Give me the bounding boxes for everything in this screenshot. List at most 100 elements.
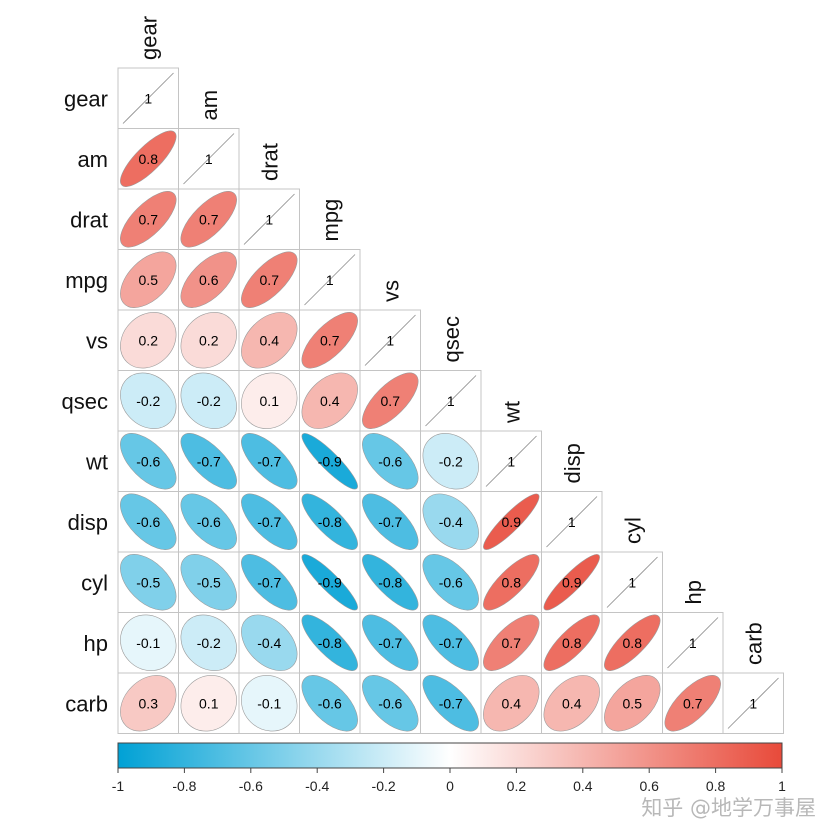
cell-mpg-drat: 0.7 xyxy=(238,249,300,311)
row-labels: gear am drat mpg vs qsec wt disp cyl hp carb xyxy=(62,86,108,716)
cell-carb-mpg: -0.6 xyxy=(299,672,361,734)
cell-qsec-am: -0.2 xyxy=(178,370,240,432)
cell-value: -0.7 xyxy=(257,574,281,590)
cell-value: 0.7 xyxy=(139,211,159,227)
cell-ellipse xyxy=(301,312,358,369)
cell-ellipse xyxy=(241,312,298,369)
cell-value: 0.8 xyxy=(623,635,643,651)
cell-mpg-am: 0.6 xyxy=(178,249,240,311)
cell-value: 0.5 xyxy=(139,272,159,288)
cell-ellipse xyxy=(543,614,600,671)
cell-value: -0.6 xyxy=(136,514,160,530)
cell-value: 0.4 xyxy=(562,695,582,711)
diagonal-line xyxy=(485,435,537,487)
cell-ellipse xyxy=(483,675,540,732)
cell-ellipse xyxy=(241,614,298,671)
column-label-wt: wt xyxy=(499,401,524,424)
diagonal-line xyxy=(122,72,174,124)
cell-ellipse xyxy=(120,554,177,611)
cell-ellipse xyxy=(120,372,177,429)
cell-ellipse xyxy=(120,675,177,732)
cell-value: -0.1 xyxy=(136,635,160,651)
cell-ellipse xyxy=(483,493,540,550)
cell-qsec-vs: 0.7 xyxy=(359,370,421,432)
cell-value: -0.7 xyxy=(257,514,281,530)
colorbar-tick-label: 0 xyxy=(446,778,454,794)
cell-value: 0.5 xyxy=(623,695,643,711)
cell-value: -0.7 xyxy=(257,453,281,469)
cell-mpg-mpg: 1 xyxy=(299,249,361,311)
colorbar-tick-label: -1 xyxy=(112,778,125,794)
cell-value: -0.9 xyxy=(318,453,342,469)
cell-am-gear: 0.8 xyxy=(117,128,179,190)
cell-carb-carb: 1 xyxy=(722,672,784,734)
cell-value: -0.7 xyxy=(378,514,402,530)
colorbar-tick-label: -0.2 xyxy=(372,778,396,794)
cell-cyl-wt: 0.8 xyxy=(480,551,542,613)
cell-hp-cyl: 0.8 xyxy=(601,612,663,674)
cell-value: -0.8 xyxy=(318,514,342,530)
cell-ellipse xyxy=(241,372,298,429)
cell-qsec-qsec: 1 xyxy=(420,370,482,432)
cell-value: 0.7 xyxy=(502,635,522,651)
cell-ellipse xyxy=(180,614,237,671)
cell-disp-am: -0.6 xyxy=(178,491,240,553)
cell-disp-disp: 1 xyxy=(541,491,603,553)
cell-drat-drat: 1 xyxy=(238,188,300,250)
cell-disp-drat: -0.7 xyxy=(238,491,300,553)
cell-value: 0.8 xyxy=(139,151,159,167)
cell-value: 0.9 xyxy=(562,574,582,590)
cell-hp-disp: 0.8 xyxy=(541,612,603,674)
column-label-mpg: mpg xyxy=(318,199,343,242)
cell-cyl-gear: -0.5 xyxy=(117,551,179,613)
cell-ellipse xyxy=(120,191,177,248)
cell-ellipse xyxy=(301,554,358,611)
diagonal-line xyxy=(606,556,658,608)
cell-value: 1 xyxy=(689,635,697,651)
cell-carb-gear: 0.3 xyxy=(117,672,179,734)
cell-disp-vs: -0.7 xyxy=(359,491,421,553)
row-label-disp: disp xyxy=(68,510,108,535)
cell-value: -0.1 xyxy=(257,695,281,711)
cell-value: 0.7 xyxy=(683,695,703,711)
cell-ellipse xyxy=(422,614,479,671)
diagonal-line xyxy=(364,314,416,366)
colorbar-tick-label: 0.8 xyxy=(706,778,726,794)
cell-ellipse xyxy=(543,554,600,611)
diagonal-line xyxy=(425,375,477,427)
cell-value: 1 xyxy=(628,574,636,590)
cell-value: -0.7 xyxy=(439,695,463,711)
cell-value: -0.7 xyxy=(378,635,402,651)
row-label-carb: carb xyxy=(65,691,108,716)
cell-value: 0.1 xyxy=(260,393,280,409)
cell-value: -0.4 xyxy=(439,514,463,530)
cell-disp-gear: -0.6 xyxy=(117,491,179,553)
cell-vs-gear: 0.2 xyxy=(117,309,179,371)
colorbar-tick-label: -0.6 xyxy=(239,778,263,794)
cell-ellipse xyxy=(604,614,661,671)
cell-value: -0.2 xyxy=(197,635,221,651)
cell-ellipse xyxy=(422,433,479,490)
cell-ellipse xyxy=(301,433,358,490)
cell-ellipse xyxy=(120,493,177,550)
column-label-qsec: qsec xyxy=(439,316,464,362)
cell-ellipse xyxy=(180,372,237,429)
cell-hp-wt: 0.7 xyxy=(480,612,542,674)
cell-value: 0.4 xyxy=(502,695,522,711)
cell-carb-drat: -0.1 xyxy=(238,672,300,734)
cell-cyl-mpg: -0.9 xyxy=(299,551,361,613)
cell-wt-mpg: -0.9 xyxy=(299,430,361,492)
cell-ellipse xyxy=(362,372,419,429)
cell-cyl-qsec: -0.6 xyxy=(420,551,482,613)
cell-hp-hp: 1 xyxy=(662,612,724,674)
cell-vs-am: 0.2 xyxy=(178,309,240,371)
row-label-cyl: cyl xyxy=(81,570,108,595)
cell-hp-am: -0.2 xyxy=(178,612,240,674)
cell-vs-drat: 0.4 xyxy=(238,309,300,371)
cell-ellipse xyxy=(120,130,177,187)
cell-value: 0.7 xyxy=(320,332,340,348)
cell-value: -0.6 xyxy=(378,695,402,711)
cell-hp-drat: -0.4 xyxy=(238,612,300,674)
column-label-carb: carb xyxy=(741,622,766,665)
